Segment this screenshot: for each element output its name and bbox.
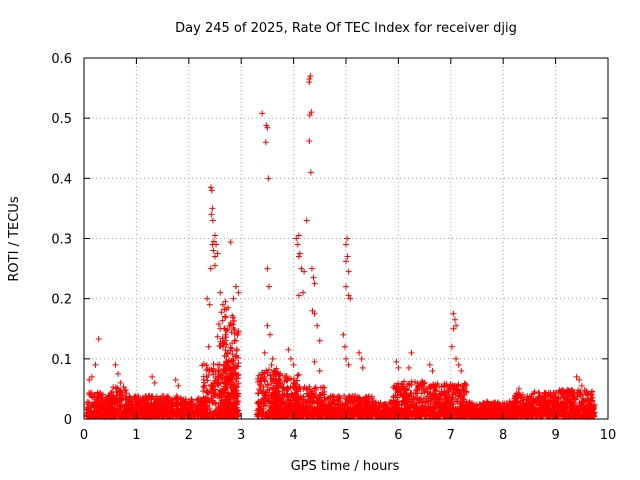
data-point: [108, 390, 115, 397]
data-point: [164, 394, 171, 401]
data-point: [108, 412, 115, 419]
data-point: [203, 403, 210, 410]
data-point: [122, 394, 129, 401]
data-point: [96, 411, 103, 418]
data-point: [150, 401, 157, 408]
data-point: [95, 401, 102, 408]
data-point: [181, 413, 188, 420]
data-point: [166, 412, 173, 419]
data-point: [165, 393, 172, 400]
data-point: [153, 396, 160, 403]
data-point: [179, 397, 186, 404]
data-point: [86, 409, 93, 416]
data-point: [89, 402, 96, 409]
data-point: [110, 405, 117, 412]
data-point: [204, 389, 211, 396]
data-point: [183, 399, 190, 406]
data-point: [110, 384, 117, 391]
data-point: [90, 403, 97, 410]
data-point: [294, 372, 301, 379]
data-point: [161, 403, 168, 410]
data-point: [116, 405, 123, 412]
data-point: [295, 371, 302, 378]
data-point: [100, 413, 107, 420]
data-point: [138, 397, 145, 404]
data-point: [107, 396, 114, 403]
data-point: [222, 314, 229, 321]
data-point: [85, 412, 92, 419]
data-point: [195, 395, 202, 402]
data-point: [136, 409, 143, 416]
data-point: [115, 409, 122, 416]
data-point: [133, 402, 140, 409]
data-point: [191, 402, 198, 409]
data-point: [88, 390, 95, 397]
data-point: [85, 399, 92, 406]
data-point: [140, 410, 147, 417]
data-point: [111, 408, 118, 415]
data-point: [201, 382, 208, 389]
data-point: [143, 403, 150, 410]
data-point: [113, 388, 120, 395]
data-point: [203, 362, 210, 369]
data-point: [171, 410, 178, 417]
data-point: [165, 398, 172, 405]
data-point: [201, 379, 208, 386]
data-point: [116, 388, 123, 395]
data-point: [111, 400, 118, 407]
data-point: [210, 360, 217, 367]
data-point: [157, 401, 164, 408]
data-point: [159, 397, 166, 404]
data-point: [233, 346, 240, 353]
data-point: [201, 384, 208, 391]
data-point: [120, 383, 127, 390]
data-point: [114, 385, 121, 392]
data-point: [254, 390, 261, 397]
data-point: [84, 403, 91, 410]
data-point: [208, 366, 215, 373]
data-point: [144, 407, 151, 414]
data-point: [146, 393, 153, 400]
data-point: [168, 401, 175, 408]
data-point: [116, 394, 123, 401]
data-point: [168, 407, 175, 414]
data-points: [83, 73, 598, 420]
data-point: [185, 406, 192, 413]
data-point: [204, 377, 211, 384]
data-point: [125, 395, 132, 402]
data-point: [129, 398, 136, 405]
data-point: [194, 410, 201, 417]
data-point: [131, 394, 138, 401]
data-point: [94, 396, 101, 403]
data-point: [91, 413, 98, 420]
data-point: [215, 321, 222, 328]
data-point: [159, 410, 166, 417]
data-point: [130, 409, 137, 416]
data-point: [132, 393, 139, 400]
data-point: [180, 396, 187, 403]
data-point: [178, 412, 185, 419]
data-point: [136, 399, 143, 406]
data-point: [210, 371, 217, 378]
data-point: [126, 406, 133, 413]
data-point: [145, 396, 152, 403]
data-point: [99, 407, 106, 414]
data-point: [139, 406, 146, 413]
data-point: [121, 387, 128, 394]
data-point: [96, 406, 103, 413]
data-point: [99, 391, 106, 398]
data-point: [196, 403, 203, 410]
